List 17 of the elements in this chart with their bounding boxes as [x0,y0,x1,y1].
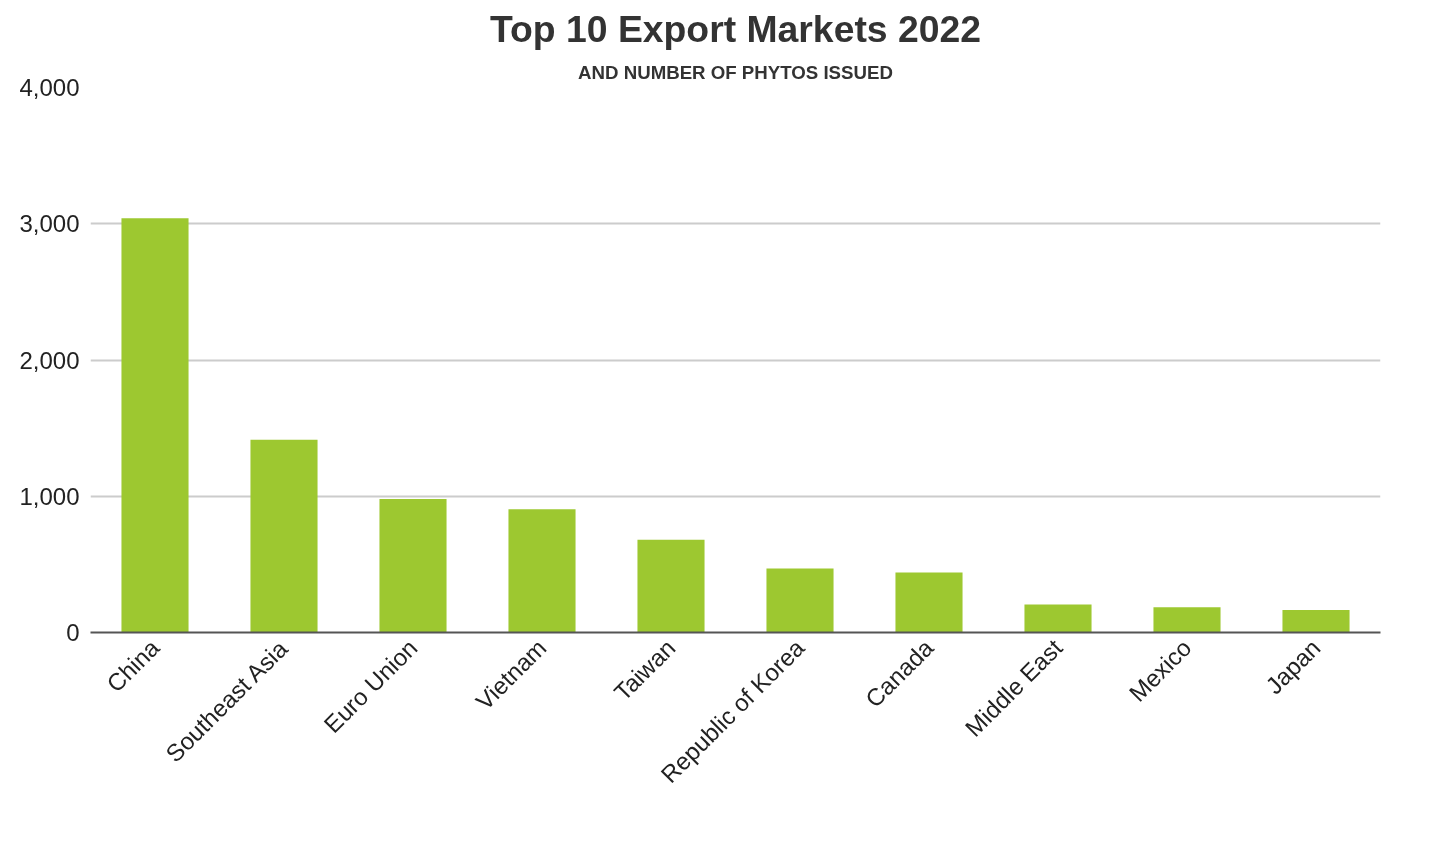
y-tick-label: 3,000 [19,210,80,238]
y-tick-label: 0 [66,619,80,646]
bar [637,539,705,633]
y-tick-label: 2,000 [19,346,80,374]
y-tick-label: 4,000 [19,74,80,101]
bar [1024,604,1092,633]
bar [250,439,318,633]
bar [379,498,447,633]
bar [508,509,576,633]
chart-title: Top 10 Export Markets 2022 [490,7,982,50]
bar [895,572,963,633]
bar [766,568,834,633]
bar [1282,610,1350,633]
chart-subtitle: AND NUMBER OF PHYTOS ISSUED [578,61,893,83]
bar [1153,607,1221,633]
y-tick-label: 1,000 [19,482,80,510]
bar [121,218,189,633]
